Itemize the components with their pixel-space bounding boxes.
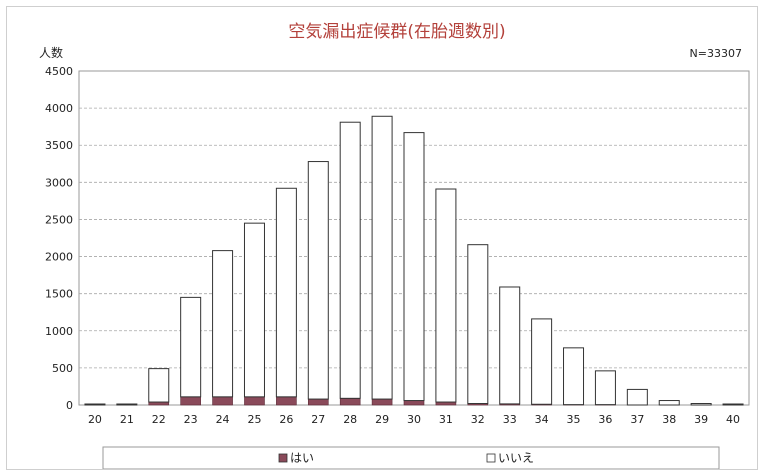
bar-iie-22 — [148, 368, 170, 403]
legend-box — [102, 446, 720, 469]
bar-iie-36 — [594, 370, 616, 406]
sample-size-annotation: N=33307 — [690, 47, 742, 60]
x-tick-label: 39 — [694, 413, 708, 426]
x-tick-label: 28 — [343, 413, 357, 426]
bar-iie-38 — [658, 400, 680, 406]
bar-iie-30 — [403, 132, 425, 402]
y-tick-label: 2500 — [45, 213, 73, 226]
bars-layer — [84, 115, 744, 406]
legend: はい いいえ — [102, 446, 720, 469]
axis-layer: 0 500 1000 1500 2000 2500 3000 3500 4000 4500 20 21… — [45, 65, 740, 426]
x-tick-label: 34 — [535, 413, 549, 426]
bar-hai-26 — [276, 396, 297, 406]
bar-hai-23 — [180, 396, 201, 406]
bar-hai-27 — [307, 398, 329, 406]
bar-hai-30 — [403, 400, 425, 406]
bar-iie-20 — [84, 403, 106, 406]
bar-hai-25 — [244, 396, 265, 406]
x-tick-label: 26 — [279, 413, 293, 426]
x-tick-label: 24 — [216, 413, 230, 426]
bar-hai-29 — [371, 398, 393, 406]
x-tick-label: 33 — [503, 413, 517, 426]
chart-frame: 空気漏出症候群(在胎週数別) 人数 N=33307 0 500 1000 1500 20… — [6, 6, 758, 470]
x-tick-label: 31 — [439, 413, 453, 426]
bar-iie-29 — [371, 115, 393, 400]
bar-iie-24 — [212, 250, 234, 398]
x-tick-label: 22 — [152, 413, 166, 426]
bar-iie-40 — [722, 403, 744, 406]
y-tick-label: 4000 — [45, 102, 73, 115]
legend-label-hai: はい — [290, 451, 314, 465]
bar-iie-34 — [531, 318, 553, 405]
x-tick-label: 21 — [120, 413, 134, 426]
legend-swatch-hai — [278, 453, 288, 463]
y-tick-label: 500 — [52, 362, 73, 375]
x-tick-label: 30 — [407, 413, 421, 426]
y-tick-label: 3500 — [45, 139, 73, 152]
x-tick-label: 37 — [630, 413, 644, 426]
legend-label-iie: いいえ — [498, 451, 534, 465]
x-tick-label: 38 — [662, 413, 676, 426]
chart-svg: 空気漏出症候群(在胎週数別) 人数 N=33307 0 500 1000 1500 20… — [39, 22, 750, 469]
bar-iie-25 — [243, 222, 265, 398]
x-tick-label: 29 — [375, 413, 389, 426]
bar-iie-37 — [626, 388, 648, 406]
bar-iie-32 — [467, 244, 489, 405]
bar-iie-28 — [339, 121, 361, 399]
y-tick-label: 3000 — [45, 176, 73, 189]
bar-iie-31 — [435, 188, 457, 403]
y-tick-label: 1500 — [45, 288, 73, 301]
x-tick-label: 32 — [471, 413, 485, 426]
x-tick-label: 27 — [311, 413, 325, 426]
x-tick-label: 40 — [726, 413, 740, 426]
bar-iie-26 — [275, 187, 297, 398]
y-tick-label: 4500 — [45, 65, 73, 78]
bar-iie-21 — [116, 403, 138, 406]
bar-hai-28 — [339, 398, 361, 406]
y-tick-label: 1000 — [45, 325, 73, 338]
x-tick-label: 20 — [88, 413, 102, 426]
bar-iie-39 — [690, 403, 712, 406]
y-tick-label: 2000 — [45, 251, 73, 264]
x-tick-label: 35 — [567, 413, 581, 426]
y-tick-label: 0 — [66, 399, 73, 412]
bar-iie-27 — [307, 161, 329, 400]
bar-iie-33 — [499, 286, 521, 405]
x-tick-label: 36 — [598, 413, 612, 426]
bar-iie-23 — [180, 296, 202, 398]
x-tick-label: 25 — [247, 413, 261, 426]
x-tick-label: 23 — [184, 413, 198, 426]
bar-hai-24 — [212, 396, 233, 406]
chart-title: 空気漏出症候群(在胎週数別) — [288, 22, 505, 42]
bar-iie-35 — [563, 347, 585, 406]
legend-swatch-iie — [486, 453, 496, 463]
y-axis-label: 人数 — [39, 45, 63, 60]
